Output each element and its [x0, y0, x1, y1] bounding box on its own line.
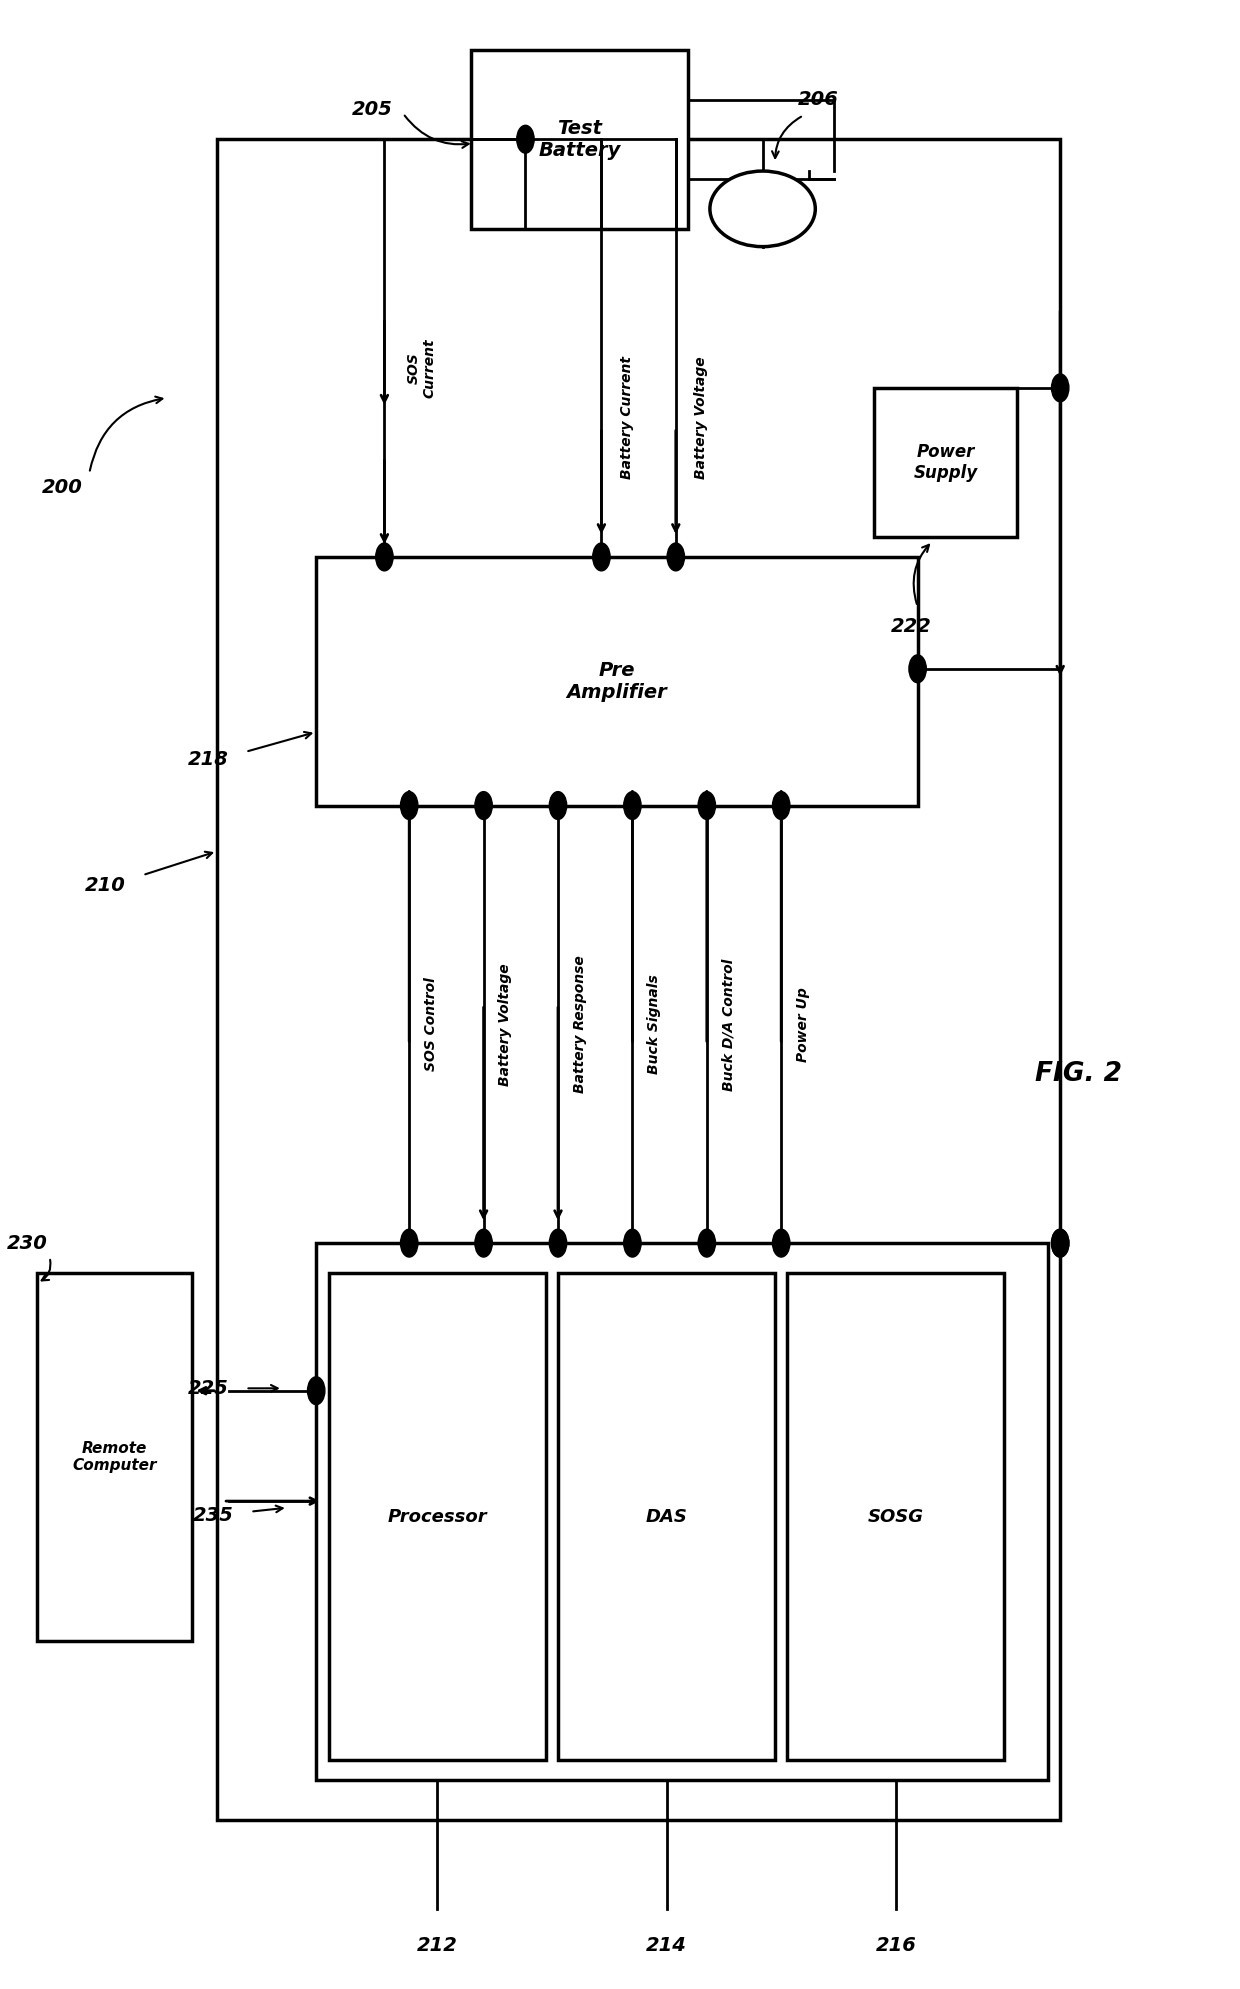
Text: SOSG: SOSG [868, 1508, 924, 1526]
Bar [787, 1273, 1004, 1760]
Bar [37, 1273, 192, 1641]
Text: Buck D/A Control: Buck D/A Control [722, 959, 735, 1090]
Text: 206: 206 [799, 90, 838, 109]
Text: 225: 225 [188, 1378, 228, 1398]
Text: 235: 235 [193, 1506, 233, 1526]
Text: Power Up: Power Up [796, 987, 810, 1062]
Circle shape [517, 125, 534, 153]
Circle shape [475, 1229, 492, 1257]
Text: 212: 212 [417, 1935, 458, 1955]
Text: 230: 230 [7, 1233, 47, 1253]
Circle shape [401, 1229, 418, 1257]
Circle shape [773, 1229, 790, 1257]
Text: Processor: Processor [387, 1508, 487, 1526]
Text: Battery Voltage: Battery Voltage [498, 963, 512, 1086]
Text: 218: 218 [188, 750, 228, 770]
Bar [329, 1273, 546, 1760]
Circle shape [909, 654, 926, 682]
Text: Battery Response: Battery Response [573, 955, 587, 1094]
Bar [217, 139, 1060, 1820]
Circle shape [773, 792, 790, 819]
Circle shape [1052, 1229, 1069, 1257]
Text: 210: 210 [86, 875, 125, 895]
Circle shape [667, 543, 684, 571]
Bar [558, 1273, 775, 1760]
Circle shape [1052, 1229, 1069, 1257]
Circle shape [624, 1229, 641, 1257]
Circle shape [593, 543, 610, 571]
Circle shape [475, 792, 492, 819]
Text: Test
Battery: Test Battery [538, 119, 621, 159]
Text: 222: 222 [892, 617, 931, 636]
Circle shape [698, 792, 715, 819]
Text: FIG. 2: FIG. 2 [1035, 1060, 1122, 1088]
Bar [316, 557, 918, 806]
Text: 216: 216 [875, 1935, 916, 1955]
Circle shape [698, 1229, 715, 1257]
Circle shape [624, 792, 641, 819]
Bar [874, 388, 1017, 537]
Ellipse shape [709, 171, 816, 247]
Text: 200: 200 [42, 477, 82, 497]
Text: SOS Control: SOS Control [424, 977, 438, 1072]
Circle shape [308, 1376, 325, 1404]
Circle shape [376, 543, 393, 571]
Bar [316, 1243, 1048, 1780]
Circle shape [1052, 374, 1069, 402]
Text: Buck Signals: Buck Signals [647, 975, 661, 1074]
Text: Power
Supply: Power Supply [914, 444, 977, 481]
Text: Pre
Amplifier: Pre Amplifier [567, 660, 667, 702]
Text: Battery Voltage: Battery Voltage [694, 356, 708, 479]
Text: Remote
Computer: Remote Computer [72, 1440, 157, 1474]
Text: Battery Current: Battery Current [620, 356, 634, 479]
Text: 205: 205 [352, 99, 392, 119]
Text: SOS
Current: SOS Current [407, 338, 436, 398]
Bar [471, 50, 688, 229]
Circle shape [549, 1229, 567, 1257]
Text: 214: 214 [646, 1935, 687, 1955]
Circle shape [401, 792, 418, 819]
Text: DAS: DAS [646, 1508, 687, 1526]
Circle shape [549, 792, 567, 819]
